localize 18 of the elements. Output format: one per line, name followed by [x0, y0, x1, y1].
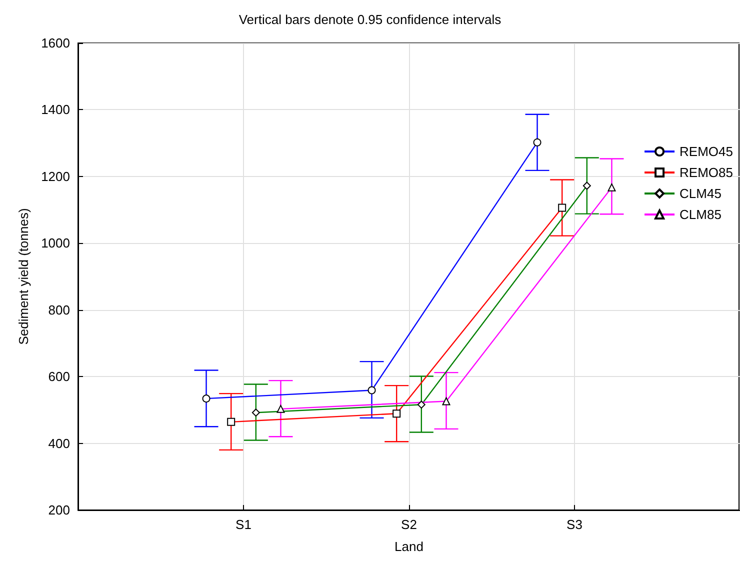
x-axis-title: Land [394, 539, 424, 554]
y-tick-label: 200 [48, 502, 70, 518]
chart-title: Vertical bars denote 0.95 confidence intervals [238, 12, 502, 27]
legend-label: REMO45 [680, 144, 734, 159]
x-tick-label: S3 [566, 517, 582, 532]
y-tick-label: 800 [48, 302, 70, 318]
y-tick-label: 1200 [41, 168, 70, 184]
y-axis-title: Sediment yield (tonnes) [16, 208, 32, 345]
y-tick-label: 1400 [41, 102, 70, 118]
legend-label: CLM45 [680, 186, 722, 201]
legend-label: CLM85 [680, 207, 722, 222]
x-tick-label: S2 [401, 517, 417, 532]
legend-label: REMO85 [680, 165, 734, 180]
y-tick-label: 400 [48, 436, 70, 451]
y-tick-label: 1600 [41, 36, 70, 50]
x-tick-label: S1 [236, 517, 252, 532]
y-tick-label: 1000 [41, 236, 70, 251]
y-tick-label: 600 [48, 369, 70, 384]
